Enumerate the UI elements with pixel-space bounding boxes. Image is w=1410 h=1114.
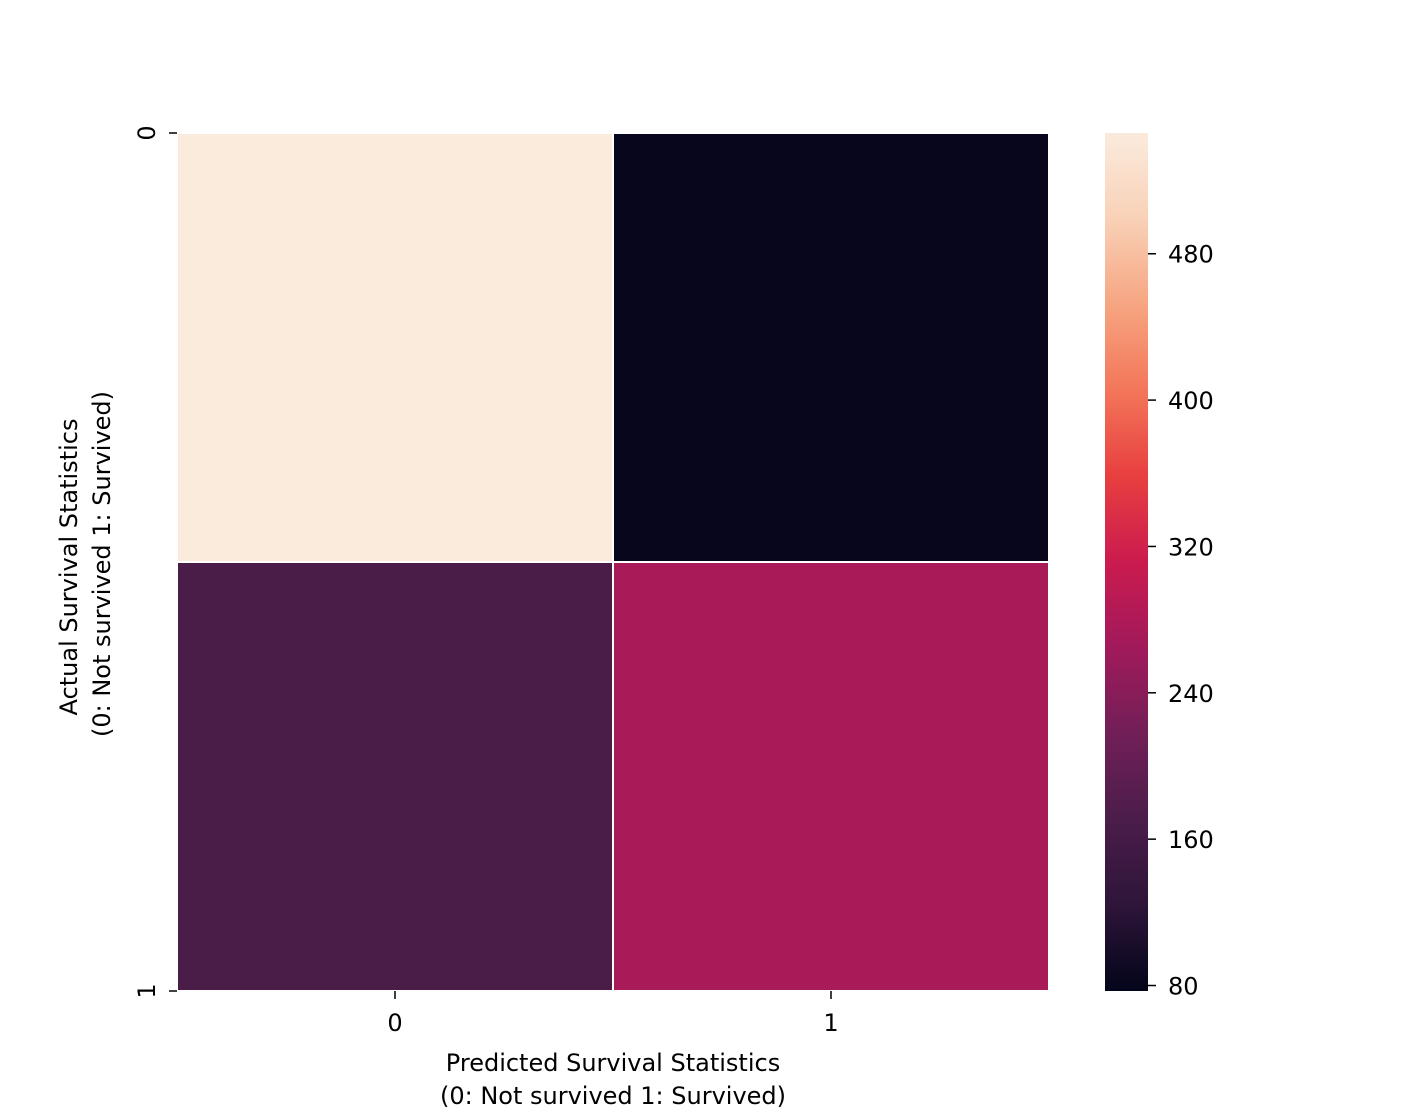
heatmap-cell-0-0: [176, 132, 614, 563]
x-tick-label-1: 1: [823, 1009, 838, 1037]
heatmap-cell-1-1: [612, 561, 1050, 992]
colorbar-tick-label-3: 320: [1168, 533, 1214, 561]
x-axis-label-line-2: (0: Not survived 1: Survived): [440, 1082, 786, 1110]
y-tick-label-0: 0: [133, 125, 161, 140]
y-tick-label-1: 1: [133, 983, 161, 998]
colorbar-tick-label-1: 160: [1168, 826, 1214, 854]
colorbar-tick-label-0: 80: [1168, 973, 1199, 1001]
colorbar-tick-label-4: 400: [1168, 387, 1214, 415]
heatmap-cells: [176, 132, 1050, 992]
y-axis-label-line-2: (0: Not survived 1: Survived): [88, 391, 116, 737]
y-axis-label-line-1: Actual Survival Statistics: [55, 419, 83, 716]
x-axis-label-line-1: Predicted Survival Statistics: [446, 1049, 780, 1077]
colorbar-tick-label-2: 240: [1168, 680, 1214, 708]
colorbar-tick-label-5: 480: [1168, 241, 1214, 269]
heatmap-cell-0-1: [612, 132, 1050, 563]
colorbar-gradient: [1105, 133, 1148, 991]
y-axis-label: Actual Survival Statistics (0: Not survi…: [55, 391, 116, 737]
colorbar: 80 160 240 320 400 480: [1105, 133, 1214, 1001]
y-axis: 01: [133, 125, 177, 999]
x-axis-label: Predicted Survival Statistics (0: Not su…: [440, 1049, 786, 1110]
x-tick-label-0: 0: [387, 1009, 402, 1037]
heatmap-cell-1-0: [176, 561, 614, 992]
